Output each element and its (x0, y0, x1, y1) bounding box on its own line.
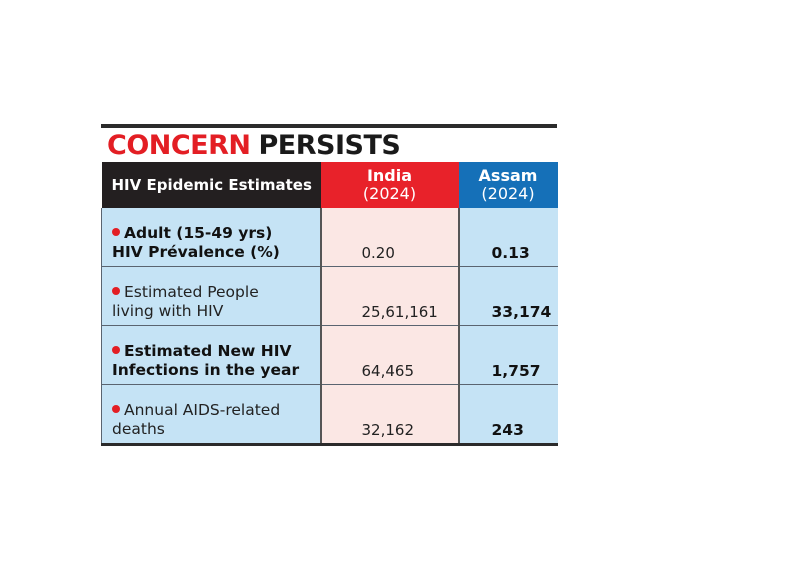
header-assam-year: (2024) (481, 184, 535, 203)
header-assam-name: Assam (478, 166, 538, 185)
row-label: Estimated New HIV Infections in the year (101, 325, 321, 385)
row-label: Adult (15-49 yrs) HIV Prévalence (%) (101, 208, 321, 267)
row-label-line2: HIV Prévalence (%) (112, 243, 280, 261)
bullet-dot-icon (112, 286, 120, 295)
hiv-estimates-table: HIV Epidemic Estimates India (2024) Assa… (101, 162, 558, 446)
assam-value: 243 (457, 384, 558, 446)
table-row: Annual AIDS-related deaths 32,162 243 (101, 384, 558, 446)
top-rule (101, 124, 557, 128)
row-label-line1: Estimated People (124, 283, 259, 301)
row-label-line2: Infections in the year (112, 361, 300, 379)
title-word-concern: CONCERN (107, 129, 251, 161)
table-row: Adult (15-49 yrs) HIV Prévalence (%) 0.2… (101, 208, 558, 267)
row-label-line2: living with HIV (112, 302, 224, 320)
row-label: Estimated People living with HIV (101, 266, 321, 326)
row-label-line1: Estimated New HIV (124, 342, 292, 360)
infographic-title: CONCERN PERSISTS (101, 128, 557, 162)
assam-value: 1,757 (457, 325, 558, 385)
header-india: India (2024) (320, 162, 459, 208)
india-value: 32,162 (319, 384, 459, 446)
header-india-year: (2024) (362, 184, 417, 203)
title-word-persists: PERSISTS (258, 129, 401, 161)
india-value: 0.20 (319, 208, 459, 267)
infographic: CONCERN PERSISTS HIV Epidemic Estimates … (101, 124, 558, 446)
assam-value: 33,174 (457, 266, 558, 326)
india-value: 25,61,161 (319, 266, 459, 326)
bullet-dot-icon (112, 345, 120, 354)
header-india-name: India (366, 166, 413, 185)
header-label: HIV Epidemic Estimates (101, 162, 321, 208)
table-row: Estimated New HIV Infections in the year… (101, 325, 558, 385)
row-label-line1: Adult (15-49 yrs) (124, 224, 273, 242)
table-row: Estimated People living with HIV 25,61,1… (101, 266, 558, 326)
bullet-dot-icon (112, 227, 120, 236)
header-assam: Assam (2024) (458, 162, 558, 208)
row-label: Annual AIDS-related deaths (101, 384, 321, 446)
row-label-line2: deaths (112, 420, 165, 438)
row-label-line1: Annual AIDS-related (124, 401, 281, 419)
assam-value: 0.13 (457, 208, 558, 267)
india-value: 64,465 (319, 325, 459, 385)
table-header-row: HIV Epidemic Estimates India (2024) Assa… (101, 162, 558, 208)
bullet-dot-icon (112, 404, 120, 413)
